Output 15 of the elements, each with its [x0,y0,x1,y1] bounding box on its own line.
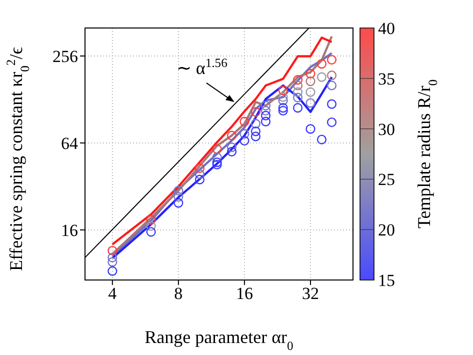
annotation: ∼ α$^{1.56}$ [176,56,228,78]
x-axis-title: Range parameter αr$_{0}$ [144,327,294,353]
color-bar-label: 25 [378,170,395,190]
color-bar-label: 35 [378,69,395,88]
color-bar-label: 40 [378,19,395,38]
y-tick-label: 16 [61,220,78,240]
x-tick-label: 8 [174,284,183,304]
x-tick-label: 32 [302,284,319,304]
color-bar-label: 20 [378,220,395,240]
x-tick-label: 4 [108,284,118,304]
color-bar-label: 30 [378,120,395,139]
y-tick-label: 256 [52,47,78,66]
y-tick-label: 64 [61,134,78,153]
x-tick-label: 16 [236,284,253,304]
color-bar-label: 15 [378,271,395,290]
